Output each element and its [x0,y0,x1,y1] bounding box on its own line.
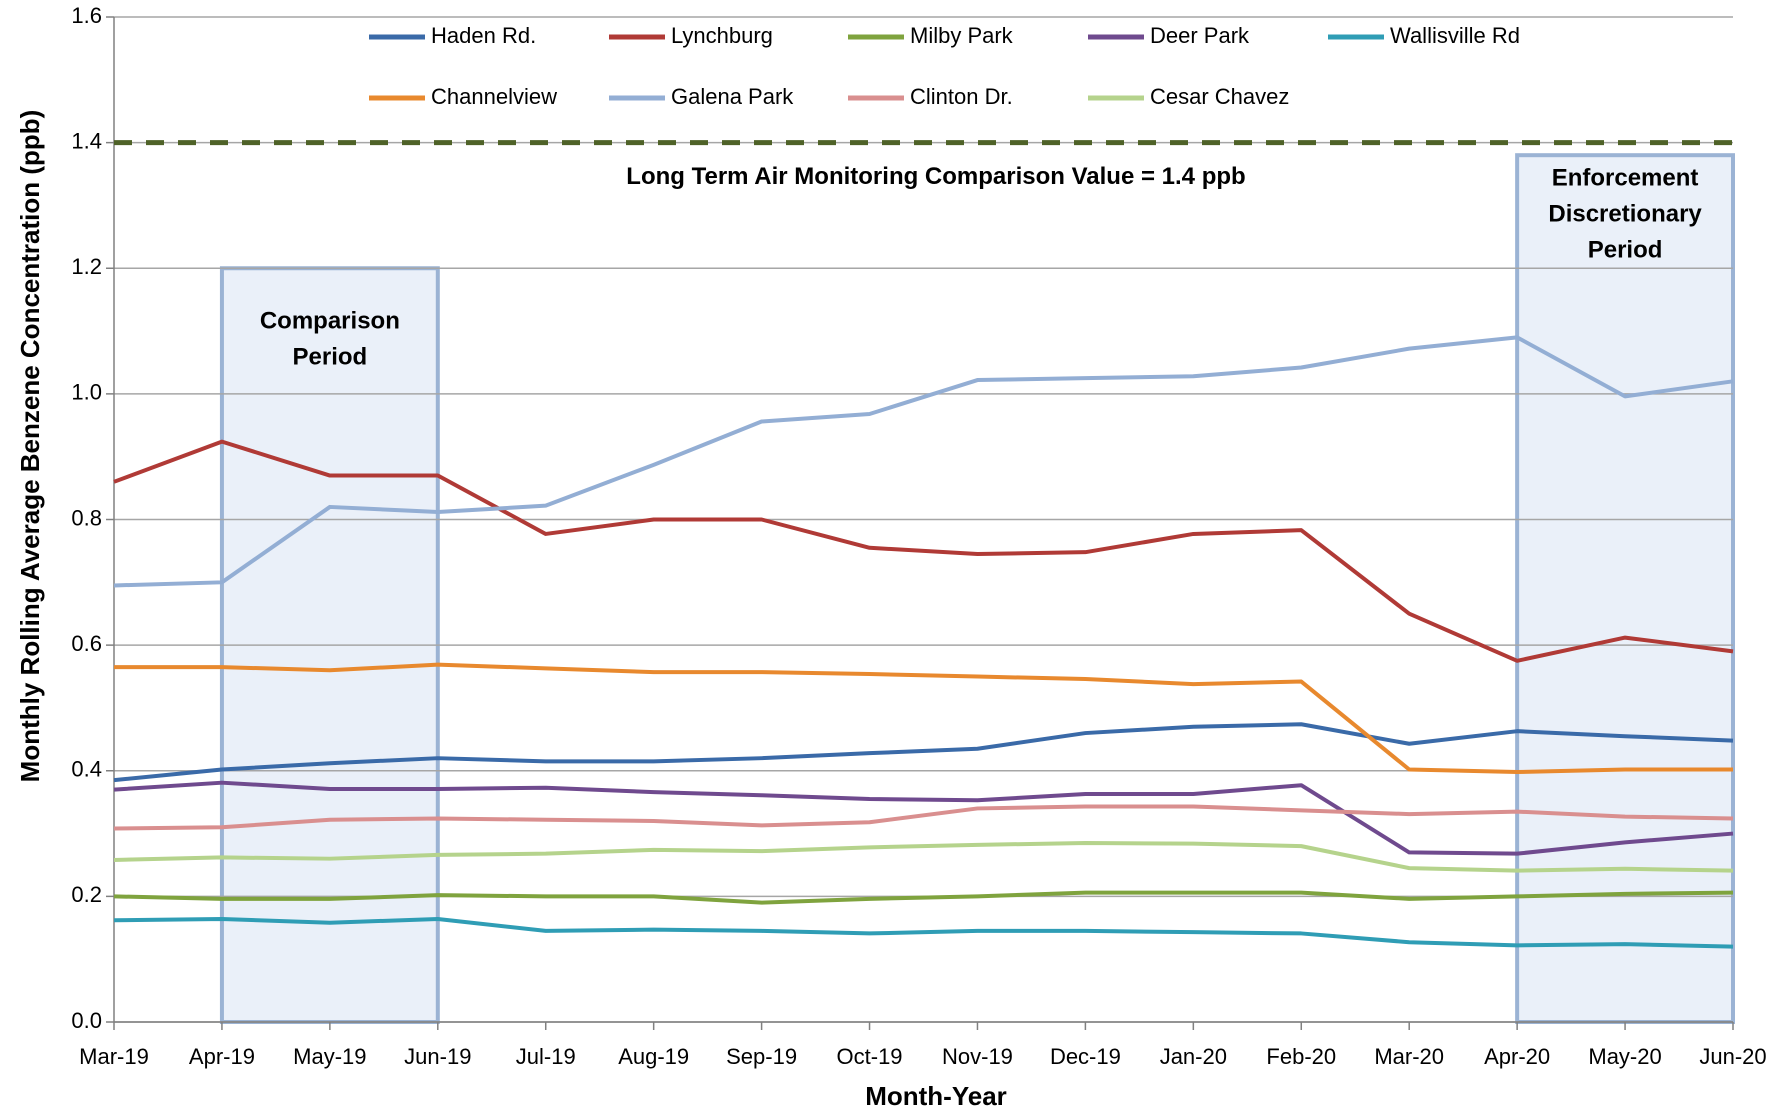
region-label: Enforcement [1552,165,1699,192]
y-tick-label: 1.0 [71,380,102,405]
legend-label: Clinton Dr. [910,84,1013,109]
x-tick-label: Aug-19 [618,1044,689,1069]
y-tick-label: 1.4 [71,128,102,153]
series-line [113,780,1734,856]
series-line [113,335,1734,588]
x-tick-label: Nov-19 [942,1044,1013,1069]
legend-label: Galena Park [671,84,794,109]
x-tick-label: Jul-19 [516,1044,576,1069]
series-line [113,840,1734,873]
series-line [113,916,1734,949]
x-tick-label: Jun-20 [1699,1044,1766,1069]
y-axis-title: Monthly Rolling Average Benzene Concentr… [15,110,45,783]
y-tick-label: 0.2 [71,882,102,907]
legend-label: Deer Park [1150,23,1250,48]
x-tick-label: Feb-20 [1266,1044,1336,1069]
x-tick-label: Dec-19 [1050,1044,1121,1069]
x-tick-label: May-19 [293,1044,366,1069]
legend-label: Milby Park [910,23,1014,48]
x-tick-label: Jun-19 [404,1044,471,1069]
series-line [113,890,1734,905]
region-label: Discretionary [1548,201,1702,228]
y-tick-label: 1.2 [71,254,102,279]
legend-label: Haden Rd. [431,23,536,48]
y-tick-label: 0.0 [71,1008,102,1033]
shaded-region [1515,153,1735,1024]
reference-label: Long Term Air Monitoring Comparison Valu… [626,163,1245,190]
y-tick-label: 0.4 [71,757,102,782]
y-tick-label: 0.8 [71,505,102,530]
legend-label: Lynchburg [671,23,773,48]
x-tick-label: Sep-19 [726,1044,797,1069]
region-label: Period [1588,237,1663,264]
region-label: Comparison [260,308,400,335]
x-tick-label: Oct-19 [837,1044,903,1069]
x-tick-label: Mar-20 [1374,1044,1444,1069]
legend-label: Cesar Chavez [1150,84,1289,109]
series-line [113,804,1734,831]
region-label: Period [293,344,368,371]
legend-label: Wallisville Rd [1390,23,1520,48]
x-axis-title: Month-Year [865,1081,1007,1111]
x-tick-label: Apr-19 [189,1044,255,1069]
x-tick-label: Jan-20 [1160,1044,1227,1069]
y-tick-label: 1.6 [71,3,102,28]
x-tick-label: Mar-19 [79,1044,149,1069]
series-line [113,439,1734,663]
series-line [114,662,1733,775]
series-line [113,722,1734,783]
legend-label: Channelview [431,84,557,109]
y-tick-label: 0.6 [71,631,102,656]
x-tick-label: Apr-20 [1484,1044,1550,1069]
x-tick-label: May-20 [1588,1044,1661,1069]
